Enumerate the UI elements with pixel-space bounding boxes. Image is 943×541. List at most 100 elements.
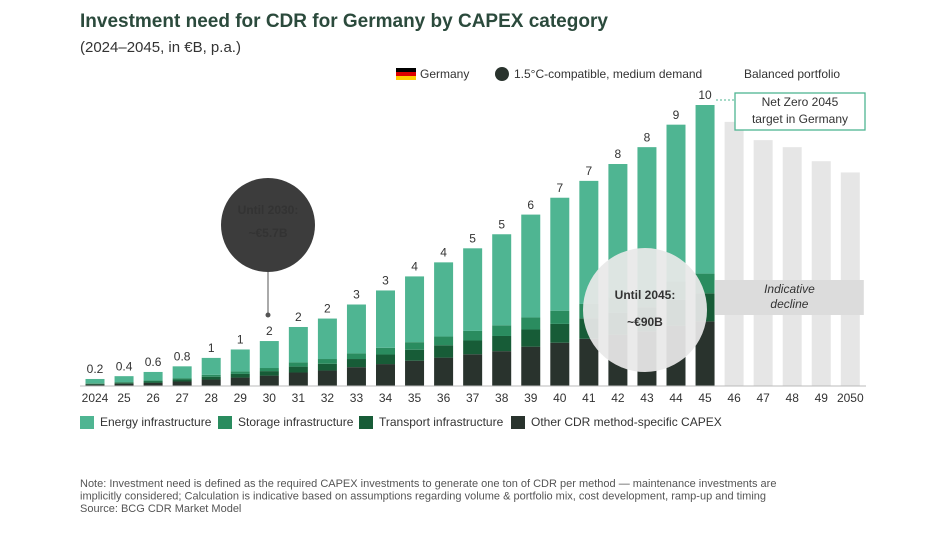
bar-segment xyxy=(579,180,599,304)
total-label: 8 xyxy=(644,130,651,144)
bar-segment xyxy=(259,375,279,386)
bar-segment xyxy=(376,354,395,365)
total-label: 7 xyxy=(556,181,563,195)
note: Note: Investment need is defined as the … xyxy=(80,478,776,490)
bar-segment xyxy=(521,329,541,347)
bar-segment xyxy=(201,376,221,380)
x-tick-label: 37 xyxy=(466,391,480,405)
total-label: 2 xyxy=(324,302,331,316)
x-tick-label: 38 xyxy=(495,391,509,405)
legend-label: Other CDR method-specific CAPEX xyxy=(531,415,722,429)
bar-segment xyxy=(85,383,105,384)
total-label: 4 xyxy=(440,246,447,260)
indicative-bar xyxy=(753,140,773,386)
bar-segment xyxy=(85,383,105,385)
bar-segment xyxy=(288,326,308,363)
bar-segment xyxy=(114,383,134,386)
bar-segment xyxy=(230,377,250,386)
x-tick-label: 36 xyxy=(437,391,451,405)
bar-segment xyxy=(230,373,250,378)
chart-subtitle: (2024–2045, in €B, p.a.) xyxy=(80,39,241,56)
bar-segment xyxy=(550,197,570,311)
bar-segment xyxy=(259,368,279,372)
bar-segment xyxy=(288,372,308,386)
total-label: 1 xyxy=(237,333,244,347)
x-tick-label: 39 xyxy=(524,391,538,405)
indicative-bar xyxy=(724,121,744,387)
total-label: 3 xyxy=(382,274,389,288)
bar-segment xyxy=(201,357,221,375)
bar-segment xyxy=(376,364,395,386)
bar-segment xyxy=(114,382,134,384)
bar-segment xyxy=(550,323,570,343)
bar-segment xyxy=(463,330,483,341)
x-tick-label: 46 xyxy=(727,391,741,405)
callout-2045 xyxy=(583,248,707,372)
legend-swatch xyxy=(80,416,94,429)
bar-segment xyxy=(288,366,308,373)
total-label: 0.8 xyxy=(174,350,191,364)
bar-segment xyxy=(172,366,192,379)
bar-segment xyxy=(143,382,163,386)
bar-segment xyxy=(434,357,454,386)
total-label: 6 xyxy=(527,198,534,212)
legend-swatch xyxy=(511,416,525,429)
bar-segment xyxy=(317,363,337,371)
bar-segment xyxy=(346,367,366,386)
bar-segment xyxy=(172,379,192,382)
total-label: 3 xyxy=(353,288,360,302)
legend-label: Transport infrastructure xyxy=(379,415,504,429)
x-tick-label: 30 xyxy=(263,391,277,405)
bar-segment xyxy=(492,234,512,326)
x-tick-label: 45 xyxy=(698,391,712,405)
bar-segment xyxy=(230,349,250,372)
x-tick-label: 34 xyxy=(379,391,393,405)
x-tick-label: 33 xyxy=(350,391,364,405)
legend-label: Storage infrastructure xyxy=(238,415,354,429)
bar-segment xyxy=(405,276,425,343)
x-tick-label: 48 xyxy=(786,391,800,405)
indicative-band xyxy=(715,280,864,315)
bar-segment xyxy=(85,378,105,384)
total-label: 0.4 xyxy=(116,359,133,373)
bar-segment xyxy=(550,310,570,324)
x-tick-label: 43 xyxy=(640,391,654,405)
chart-title: Investment need for CDR for Germany by C… xyxy=(80,11,608,32)
x-tick-label: 42 xyxy=(611,391,625,405)
bar-segment xyxy=(317,359,337,364)
legend-scenario: 1.5°C-compatible, medium demand xyxy=(514,67,702,81)
x-tick-label: 40 xyxy=(553,391,567,405)
legend-swatch xyxy=(218,416,232,429)
callout-2030-label: Until 2030: xyxy=(238,203,299,217)
bar-segment xyxy=(550,342,570,386)
bar-segment xyxy=(201,379,221,386)
bar-segment xyxy=(143,371,163,381)
indicative-label: Indicative decline xyxy=(764,282,815,311)
total-label: 5 xyxy=(469,231,476,245)
net-zero-box xyxy=(734,92,866,131)
bar-segment xyxy=(579,338,599,386)
bar-segment xyxy=(288,362,308,367)
note: implicitly considered; Calculation is in… xyxy=(80,490,766,502)
callout-2030-value: ~€5.7B xyxy=(248,226,287,240)
total-label: 9 xyxy=(673,108,680,122)
x-tick-label: 27 xyxy=(175,391,189,405)
total-label: 0.6 xyxy=(145,355,162,369)
bar-segment xyxy=(434,345,454,358)
indicative-bar xyxy=(811,161,831,386)
indicative-bar xyxy=(782,147,802,386)
bar-segment xyxy=(259,371,279,376)
bar-segment xyxy=(405,342,425,350)
x-tick-label: 31 xyxy=(292,391,306,405)
bar-segment xyxy=(666,124,686,282)
net-zero-text: Net Zero 2045 xyxy=(762,95,839,109)
connector-dot xyxy=(265,312,271,318)
bar-segment xyxy=(434,336,454,346)
x-tick-label: 47 xyxy=(756,391,770,405)
bar-segment xyxy=(346,304,366,354)
total-label: 8 xyxy=(615,147,622,161)
scenario-dot xyxy=(495,67,509,81)
total-label: 0.2 xyxy=(87,362,104,376)
legend-label: Energy infrastructure xyxy=(100,415,212,429)
